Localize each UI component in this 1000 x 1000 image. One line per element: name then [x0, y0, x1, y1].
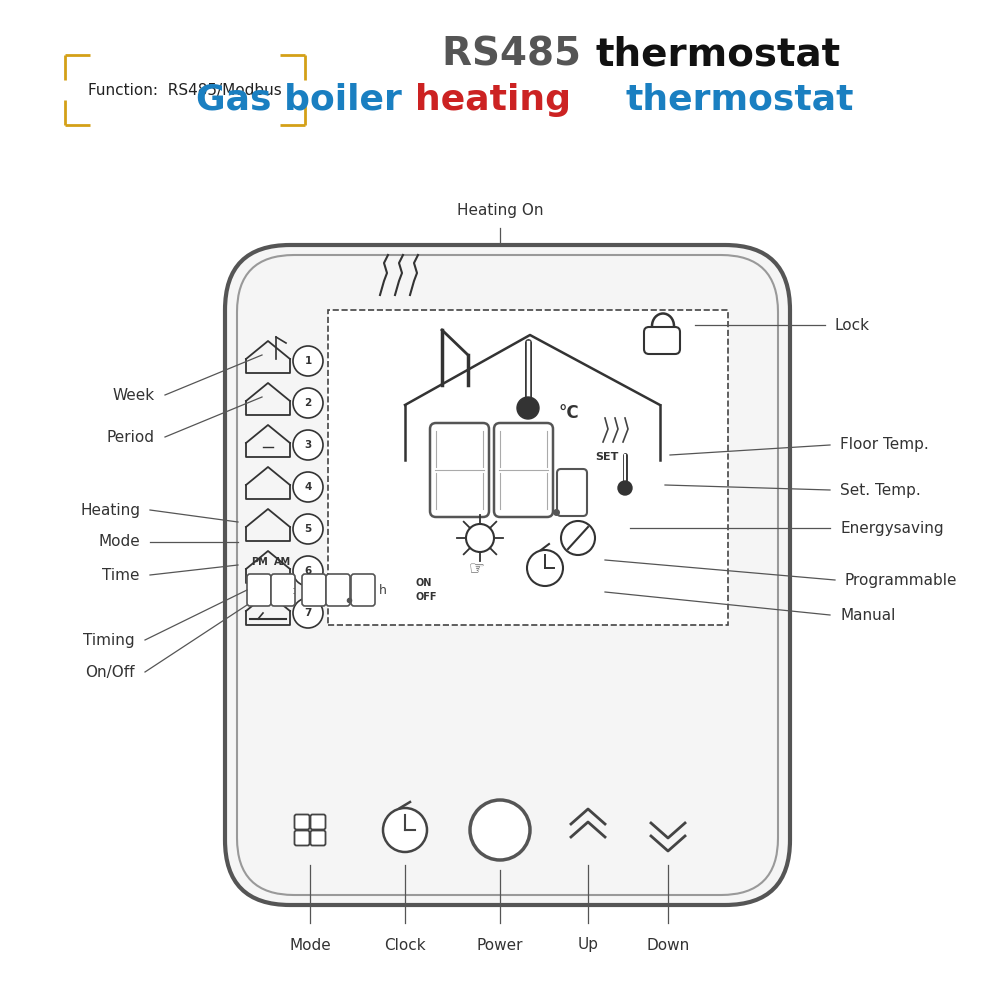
- Bar: [328, 310, 728, 625]
- Text: Timing: Timing: [83, 633, 135, 648]
- Circle shape: [293, 430, 323, 460]
- FancyBboxPatch shape: [430, 423, 489, 517]
- Circle shape: [618, 481, 632, 495]
- FancyBboxPatch shape: [302, 574, 326, 606]
- FancyBboxPatch shape: [494, 423, 553, 517]
- Text: 5: 5: [304, 524, 312, 534]
- Text: Up: Up: [578, 938, 598, 952]
- FancyBboxPatch shape: [294, 830, 310, 846]
- Circle shape: [466, 524, 494, 552]
- Text: Time: Time: [103, 568, 140, 582]
- Text: ON: ON: [415, 578, 431, 588]
- FancyBboxPatch shape: [237, 255, 778, 895]
- Text: 1: 1: [304, 356, 312, 366]
- Text: thermostat: thermostat: [595, 36, 840, 74]
- FancyBboxPatch shape: [310, 830, 326, 846]
- Text: Lock: Lock: [835, 318, 870, 332]
- Text: heating: heating: [415, 83, 584, 117]
- Text: 3: 3: [304, 440, 312, 450]
- Circle shape: [293, 598, 323, 628]
- Circle shape: [293, 346, 323, 376]
- Text: Week: Week: [113, 387, 155, 402]
- Text: Function:  RS485/Modbus: Function: RS485/Modbus: [88, 83, 282, 98]
- Circle shape: [293, 388, 323, 418]
- Text: Gas boiler: Gas boiler: [196, 83, 415, 117]
- Circle shape: [561, 521, 595, 555]
- Text: h: h: [379, 583, 387, 596]
- FancyBboxPatch shape: [644, 327, 680, 354]
- Text: On/Off: On/Off: [86, 664, 135, 680]
- FancyBboxPatch shape: [326, 574, 350, 606]
- FancyBboxPatch shape: [294, 814, 310, 830]
- Text: °C: °C: [558, 404, 579, 422]
- FancyBboxPatch shape: [225, 245, 790, 905]
- FancyBboxPatch shape: [271, 574, 295, 606]
- Text: AM: AM: [274, 557, 292, 567]
- Text: Manual: Manual: [840, 607, 895, 622]
- FancyBboxPatch shape: [247, 574, 271, 606]
- Circle shape: [383, 808, 427, 852]
- Text: :: :: [292, 583, 296, 596]
- Text: OFF: OFF: [415, 592, 436, 602]
- Text: Clock: Clock: [384, 938, 426, 952]
- Text: Heating: Heating: [80, 502, 140, 518]
- Text: Floor Temp.: Floor Temp.: [840, 438, 929, 452]
- Text: 2: 2: [304, 398, 312, 408]
- Text: 7: 7: [304, 608, 312, 618]
- Circle shape: [527, 550, 563, 586]
- Text: Programmable: Programmable: [845, 572, 958, 587]
- Text: Energysaving: Energysaving: [840, 520, 944, 536]
- Circle shape: [293, 472, 323, 502]
- FancyBboxPatch shape: [557, 469, 587, 516]
- Text: 6: 6: [304, 566, 312, 576]
- Text: Mode: Mode: [289, 938, 331, 952]
- Text: 4: 4: [304, 482, 312, 492]
- Circle shape: [470, 800, 530, 860]
- Text: ☞: ☞: [469, 559, 485, 577]
- FancyBboxPatch shape: [351, 574, 375, 606]
- Text: Set. Temp.: Set. Temp.: [840, 483, 921, 497]
- Text: Mode: Mode: [98, 534, 140, 550]
- Text: Power: Power: [477, 938, 523, 952]
- Circle shape: [293, 514, 323, 544]
- Text: Period: Period: [107, 430, 155, 444]
- Text: PM: PM: [251, 557, 267, 567]
- Text: Down: Down: [646, 938, 690, 952]
- Circle shape: [517, 397, 539, 419]
- FancyBboxPatch shape: [310, 814, 326, 830]
- Text: RS485: RS485: [442, 36, 595, 74]
- Text: thermostat: thermostat: [625, 83, 854, 117]
- Text: SET: SET: [595, 452, 619, 462]
- Text: Heating On: Heating On: [457, 202, 543, 218]
- Circle shape: [293, 556, 323, 586]
